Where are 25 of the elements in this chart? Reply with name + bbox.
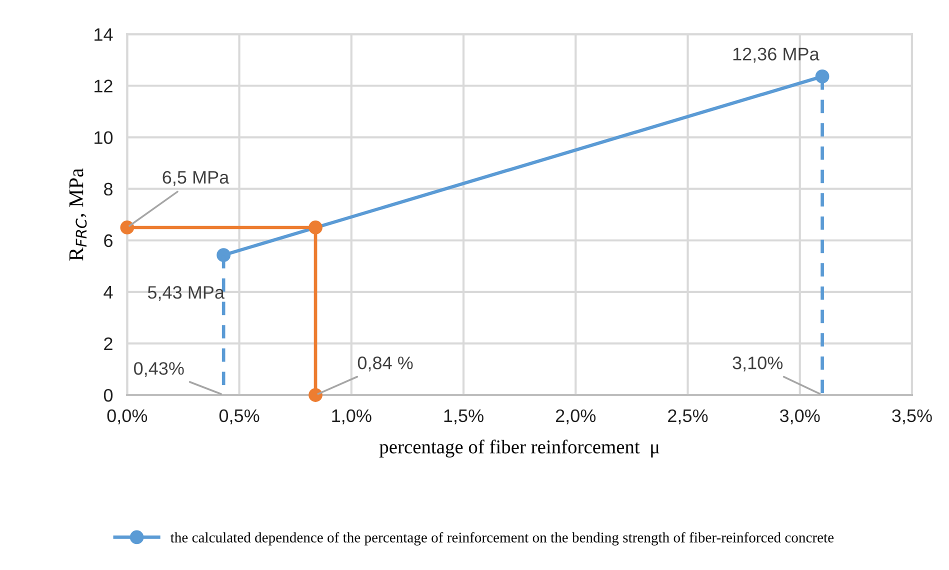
y-tick-label: 0 — [104, 388, 113, 402]
x-tick-label: 2,5% — [668, 409, 708, 424]
y-axis-title: R$_{FRC}$, MPa — [69, 168, 87, 261]
annotation: 0,84 % — [358, 356, 413, 372]
y-tick-label: 14 — [94, 28, 113, 41]
y-tick-label: 10 — [94, 131, 113, 144]
x-tick-label: 0,0% — [107, 409, 148, 424]
x-tick-label: 1,5% — [444, 409, 484, 424]
x-tick-label: 3,5% — [892, 409, 932, 424]
annotation: 6,5 MPa — [162, 170, 230, 186]
y-tick-label: 4 — [104, 286, 113, 298]
annotation: 0,43% — [134, 362, 184, 377]
y-tick-label: 12 — [94, 80, 112, 92]
y-tick-label: 2 — [104, 337, 112, 350]
annotation: 5,43 MPa — [148, 286, 224, 301]
x-tick-label: 2,0% — [556, 409, 596, 424]
x-axis-title: percentage of fiber reinforcement μ — [379, 440, 660, 458]
y-tick-label: 8 — [104, 182, 112, 196]
y-tick-label: 6 — [104, 234, 112, 248]
annotation: 12,36 MPa — [733, 48, 820, 63]
x-tick-label: 0,5% — [219, 409, 260, 424]
x-tick-label: 1,0% — [332, 409, 372, 424]
legend-label: the calculated dependence of the percentage of reinforcement on the bending strength of fiber-reinforced concrete — [170, 532, 834, 546]
x-tick-label: 3,0% — [780, 409, 820, 424]
annotation: 3,10% — [732, 356, 783, 372]
